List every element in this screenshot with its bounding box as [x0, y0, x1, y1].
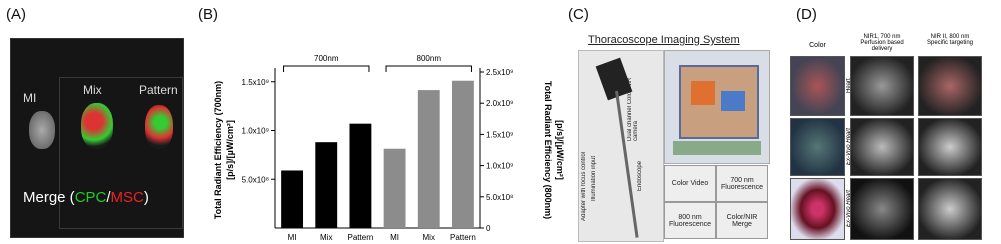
text: NIR1, 700 nm — [863, 34, 901, 40]
row-label: Ex-Vivo Heart — [846, 190, 852, 228]
column-title: Color — [809, 42, 826, 49]
sample-label: MI — [23, 91, 37, 105]
merge-label: Merge (CPC/MSC) — [23, 189, 149, 206]
pattern-sample — [145, 105, 173, 149]
y2-tick-label: 5.0x10⁸ — [486, 193, 513, 202]
y2-tick-label: 2.5x10⁹ — [486, 68, 513, 77]
view-cell: 800 nm Fluorescence — [664, 202, 716, 239]
y-tick-label: 1.5x10⁹ — [242, 78, 269, 87]
chart: 5.0x10⁸ 1.0x10⁹ 1.5x10⁹ 0 5.0x10⁸ 1.0x10⁹ 1.5x… — [213, 54, 565, 242]
scope-photo: Adapter with focus control Illumination … — [578, 50, 664, 242]
text: / — [106, 189, 111, 206]
optics — [691, 81, 715, 105]
view-cell: 700 nm Fluorescence — [716, 165, 768, 202]
panel-label: (D) — [796, 6, 817, 23]
y-tick-label: 1.0x10⁹ — [242, 127, 269, 136]
bar — [383, 148, 406, 228]
y-axis-label: [p/s]/[µW/cm²] — [225, 120, 235, 180]
heart-image — [790, 178, 845, 240]
y2-axis-label: [p/s]/[µW/cm²] — [555, 120, 565, 180]
panel-label: (A) — [6, 6, 26, 23]
y-axis-label: Total Radiant Efficiency (700nm) — [213, 81, 223, 219]
x-tick-label: Mix — [320, 233, 332, 242]
y2-tick-label: 1.5x10⁹ — [486, 130, 513, 139]
heart-image — [850, 56, 914, 116]
text: ) — [143, 189, 149, 206]
row-label: Ex-Vivo Heart — [846, 128, 852, 166]
part-label: Endoscope — [637, 160, 643, 191]
legend-label: 800nm — [417, 54, 442, 63]
view-cell: Color/NIR Merge — [716, 202, 768, 239]
text: Perfusion based delivery — [860, 40, 904, 52]
group-bracket — [283, 65, 370, 72]
group-bracket — [385, 65, 472, 72]
heart-image — [918, 178, 982, 240]
row-label: Heart — [846, 78, 852, 94]
view-cell: Color Video — [664, 165, 716, 202]
bar — [315, 142, 338, 228]
mi-sample — [29, 111, 55, 149]
panel-label: (B) — [198, 6, 218, 23]
y2-tick-label: 0 — [486, 224, 491, 233]
text: CPC — [74, 189, 107, 206]
x-tick-label: MI — [390, 233, 399, 242]
legend-label: 700nm — [314, 54, 339, 63]
part-label: Illumination input — [591, 155, 597, 201]
heart-image — [918, 56, 982, 116]
text: MSC — [110, 189, 144, 206]
x-tick-label: Pattern — [348, 233, 374, 242]
y2-axis-label: Total Radiant Efficiency (800nm) — [543, 81, 553, 219]
imaging-photo: MI Mix Pattern Merge (CPC/MSC) — [10, 38, 184, 238]
y-tick-label: 5.0x10⁸ — [242, 175, 269, 184]
y2-tick-label: 2.0x10⁹ — [486, 99, 513, 108]
bar — [417, 90, 440, 228]
heart-image — [790, 56, 845, 116]
schematic — [664, 50, 770, 164]
bar — [281, 170, 304, 228]
heart-image — [850, 118, 914, 176]
part-label: Adapter with focus control — [581, 151, 587, 221]
text: Merge ( — [23, 189, 75, 206]
x-tick-label: Mix — [423, 233, 435, 242]
text: Specific targeting — [926, 40, 974, 46]
bar — [451, 80, 474, 229]
sample-label: Pattern — [139, 83, 178, 97]
bar — [349, 123, 372, 228]
board — [673, 141, 761, 155]
x-tick-label: MI — [288, 233, 297, 242]
column-title: NIR1, 700 nm Perfusion based delivery — [850, 34, 914, 52]
heart-image — [918, 118, 982, 176]
frame — [59, 77, 183, 229]
section-title: Thoracoscope Imaging System — [588, 34, 740, 46]
optics — [721, 91, 745, 111]
panel-label: (C) — [568, 6, 589, 23]
heart-image — [850, 178, 914, 240]
text: NIR II, 800 nm — [930, 34, 970, 40]
heart-image — [790, 118, 845, 176]
y2-tick-label: 1.0x10⁹ — [486, 162, 513, 171]
column-title: NIR II, 800 nm Specific targeting — [918, 34, 982, 46]
x-tick-label: Pattern — [450, 233, 476, 242]
sample-label: Mix — [83, 83, 102, 97]
mix-sample — [81, 103, 113, 149]
